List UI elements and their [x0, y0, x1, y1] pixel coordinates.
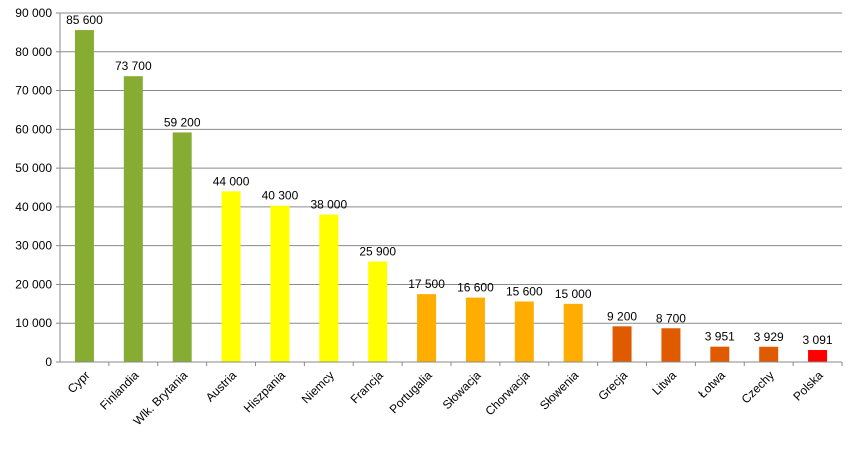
x-tick-label: Hiszpania	[241, 368, 288, 415]
data-label: 44 000	[213, 174, 250, 188]
data-labels: 85 600 73 700 59 200 44 000 40 300 38 000 25 9…	[66, 13, 833, 347]
bar	[465, 297, 485, 362]
bar	[563, 303, 583, 362]
data-label: 25 900	[359, 245, 396, 259]
y-axis: 0 10 000 20 000 30 000 40 000 50 000 60 000 70 …	[15, 6, 61, 369]
x-tick-label: Portugalia	[387, 368, 435, 416]
y-tick-label: 60 000	[15, 122, 52, 136]
bar	[612, 326, 632, 362]
data-label: 38 000	[310, 198, 347, 212]
data-label: 85 600	[66, 13, 103, 27]
y-tick-label: 90 000	[15, 6, 52, 20]
data-label: 8 700	[656, 311, 686, 325]
data-label: 15 000	[555, 287, 592, 301]
y-tick-label: 40 000	[15, 200, 52, 214]
x-tick-label: Cypr	[65, 368, 93, 396]
bar	[710, 346, 730, 362]
x-tick-label: Polska	[790, 368, 826, 404]
x-tick-label: Litwa	[649, 368, 679, 398]
bar	[74, 30, 94, 362]
bar	[808, 350, 828, 362]
y-tick-label: 20 000	[15, 277, 52, 291]
y-tick-label: 0	[45, 355, 52, 369]
data-label: 3 951	[705, 330, 735, 344]
y-tick-label: 70 000	[15, 84, 52, 98]
y-tick-label: 10 000	[15, 316, 52, 330]
y-tick-label: 80 000	[15, 45, 52, 59]
bar	[270, 205, 290, 362]
data-label: 9 200	[607, 309, 637, 323]
bar	[221, 191, 241, 362]
bar	[417, 294, 437, 362]
bar	[368, 261, 388, 362]
x-tick-label: Niemcy	[299, 368, 337, 406]
x-tick-label: Chorwacja	[482, 368, 532, 418]
data-label: 17 500	[408, 277, 445, 291]
x-tick-label: Austria	[203, 368, 240, 405]
bar	[123, 76, 143, 363]
bar	[759, 346, 779, 362]
data-label: 16 600	[457, 281, 494, 295]
data-label: 73 700	[115, 59, 152, 73]
y-tick-label: 50 000	[15, 161, 52, 175]
bar	[172, 132, 192, 362]
data-label: 59 200	[164, 115, 201, 129]
x-tick-label: Łotwa	[695, 368, 728, 401]
x-tick-label: Grecja	[595, 368, 630, 403]
bars	[74, 30, 828, 363]
x-tick-label: Francja	[348, 368, 386, 406]
data-label: 3 929	[754, 330, 784, 344]
data-label: 40 300	[262, 189, 299, 203]
y-tick-label: 30 000	[15, 239, 52, 253]
data-label: 15 600	[506, 285, 543, 299]
bar	[319, 214, 339, 362]
x-tick-label: Czechy	[739, 368, 777, 406]
data-label: 3 091	[803, 333, 833, 347]
bar	[514, 301, 534, 362]
x-tick-label: Finlandia	[97, 368, 142, 413]
x-tick-label: Słowacja	[440, 368, 484, 412]
bar	[661, 328, 681, 362]
x-tick-label: Słowenia	[537, 368, 582, 413]
